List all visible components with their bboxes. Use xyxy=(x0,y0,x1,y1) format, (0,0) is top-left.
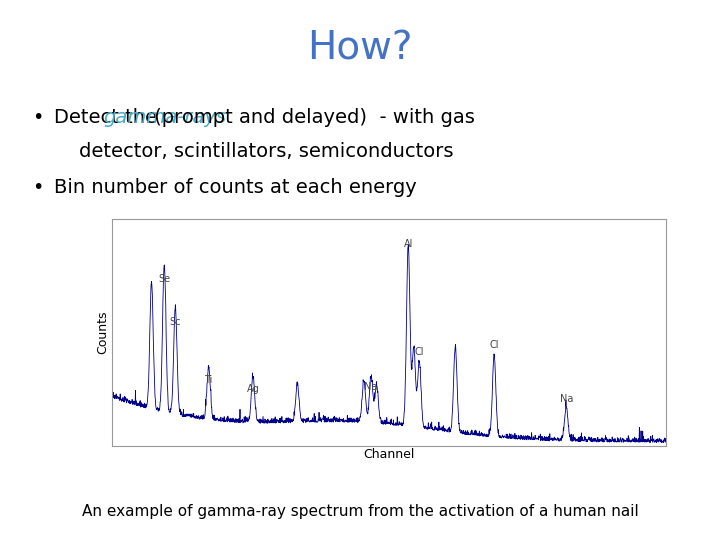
Text: (prompt and delayed)  - with gas: (prompt and delayed) - with gas xyxy=(148,108,474,127)
Text: Al: Al xyxy=(403,239,413,249)
Text: An example of gamma-ray spectrum from the activation of a human nail: An example of gamma-ray spectrum from th… xyxy=(81,504,639,519)
X-axis label: Channel: Channel xyxy=(363,448,415,461)
Text: How?: How? xyxy=(307,30,413,68)
Text: •: • xyxy=(32,108,44,127)
Text: detector, scintillators, semiconductors: detector, scintillators, semiconductors xyxy=(54,142,454,161)
Text: Cl: Cl xyxy=(415,347,424,357)
Text: Bin number of counts at each energy: Bin number of counts at each energy xyxy=(54,178,417,197)
Text: Se: Se xyxy=(158,273,171,284)
Text: Na: Na xyxy=(559,394,573,404)
Text: gamma-rays: gamma-rays xyxy=(103,108,226,127)
Text: Na: Na xyxy=(364,381,378,391)
Text: Sc: Sc xyxy=(170,316,181,327)
Text: Detect the: Detect the xyxy=(54,108,163,127)
Text: Ag: Ag xyxy=(246,383,259,394)
Text: •: • xyxy=(32,178,44,197)
Text: Ti: Ti xyxy=(204,375,213,385)
Y-axis label: Counts: Counts xyxy=(96,310,109,354)
Text: Cl: Cl xyxy=(490,340,499,350)
